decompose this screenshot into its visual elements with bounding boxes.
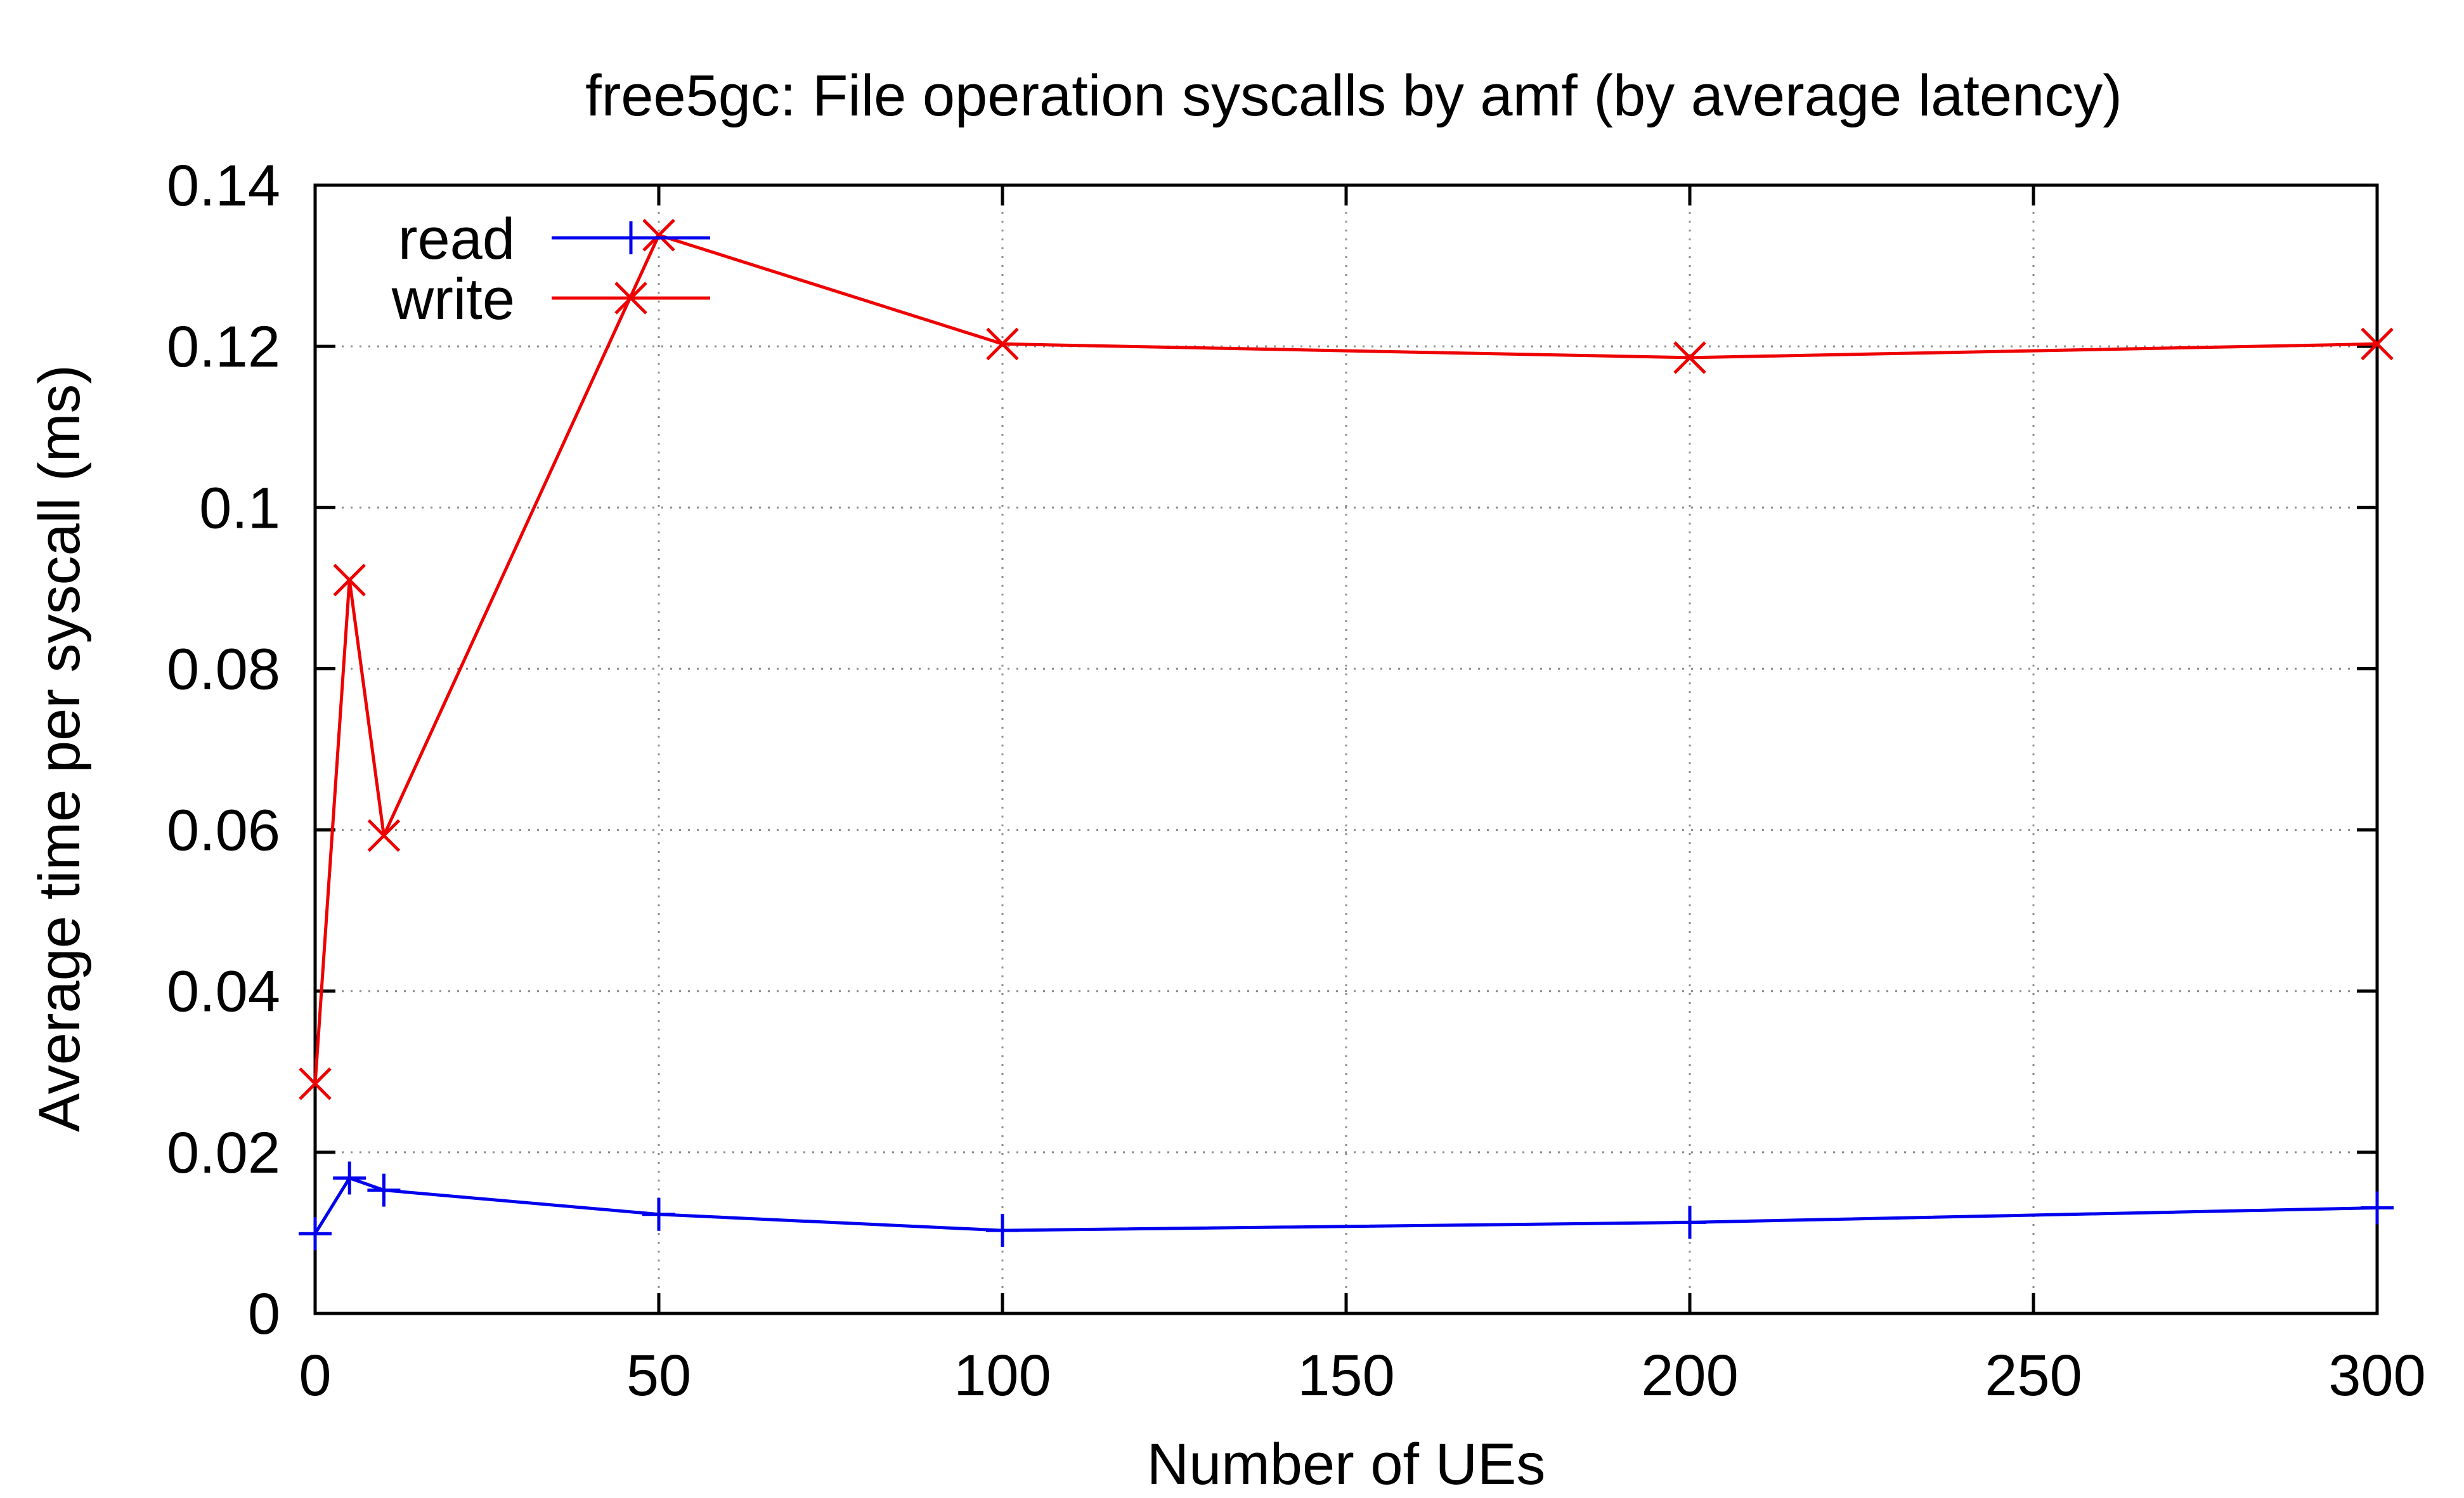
y-tick-label: 0.1	[199, 476, 280, 540]
data-point-read	[299, 1217, 332, 1251]
legend-marker-read	[614, 221, 647, 254]
y-axis-label: Average time per syscall (ms)	[27, 365, 92, 1132]
y-tick-label: 0.02	[167, 1121, 280, 1185]
x-tick-label: 50	[626, 1343, 691, 1408]
legend-point-read	[614, 221, 647, 254]
data-point-read	[2361, 1191, 2394, 1225]
legend-label-write: write	[391, 267, 515, 332]
y-tick-labels: 0 0.02 0.04 0.06 0.08 0.1 0.12 0.14	[167, 153, 280, 1346]
data-point-write	[642, 219, 675, 252]
data-point-write	[367, 819, 401, 852]
data-point-read	[986, 1214, 1019, 1247]
axis-ticks	[313, 183, 2379, 1315]
x-tick-label: 200	[1641, 1343, 1739, 1408]
legend: read write	[391, 207, 710, 332]
data-point-read	[367, 1173, 401, 1207]
chart-title: free5gc: File operation syscalls by amf …	[585, 63, 2122, 128]
x-tick-labels: 0 50 100 150 200 250 300	[299, 1343, 2425, 1408]
legend-marker-write	[614, 282, 647, 315]
legend-label-read: read	[398, 207, 515, 271]
y-tick-label: 0.12	[167, 315, 280, 379]
x-tick-label: 0	[299, 1343, 331, 1408]
data-point-read	[333, 1161, 366, 1195]
x-tick-label: 250	[1985, 1343, 2082, 1408]
x-axis-label: Number of UEs	[1147, 1432, 1546, 1497]
y-tick-label: 0.14	[167, 153, 280, 218]
x-tick-label: 100	[954, 1343, 1051, 1408]
y-tick-label: 0.06	[167, 798, 280, 863]
data-point-write	[2361, 327, 2394, 361]
data-point-write	[299, 1067, 332, 1100]
y-tick-label: 0.08	[167, 637, 280, 701]
y-tick-label: 0	[248, 1282, 280, 1346]
y-tick-label: 0.04	[167, 960, 280, 1024]
data-point-read	[642, 1197, 675, 1231]
data-point-write	[333, 563, 366, 597]
grid	[315, 185, 2377, 1313]
legend-point-write	[614, 282, 647, 315]
data-point-write	[986, 327, 1019, 361]
x-tick-label: 150	[1297, 1343, 1395, 1408]
data-point-read	[1673, 1206, 1706, 1239]
x-tick-label: 300	[2328, 1343, 2426, 1408]
series-layer	[299, 219, 2394, 1251]
data-point-write	[1673, 341, 1706, 374]
